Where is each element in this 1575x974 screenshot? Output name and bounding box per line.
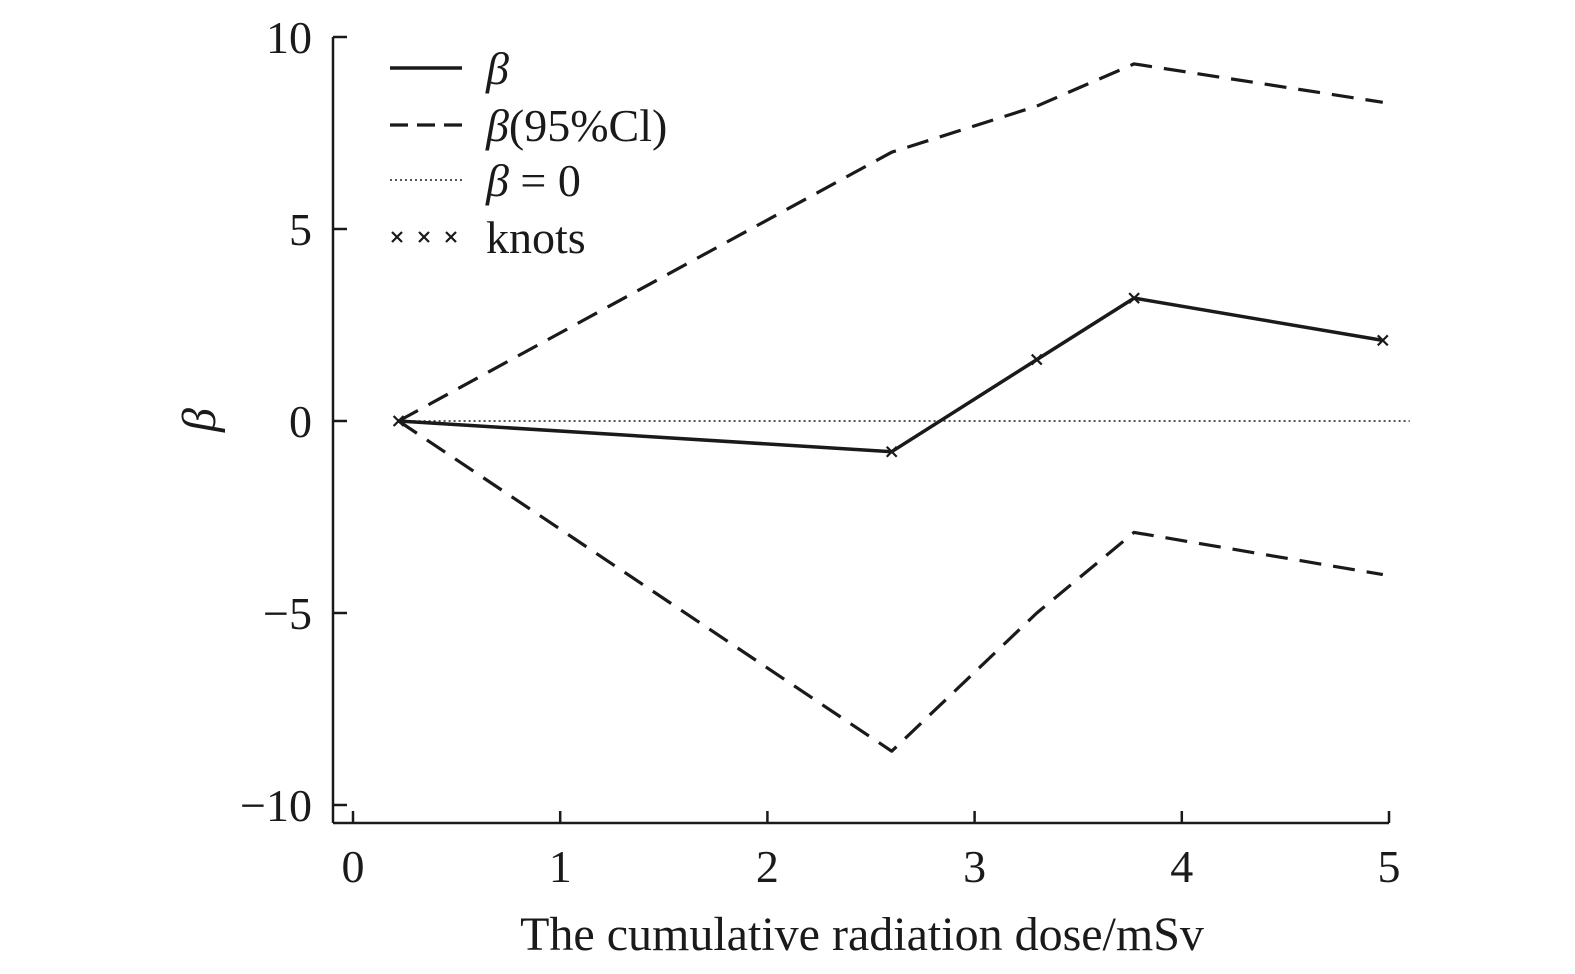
x-tick-label: 4 <box>1170 841 1193 892</box>
y-tick-label: −10 <box>240 780 312 831</box>
knot-marker <box>1030 353 1043 366</box>
knot-stroke <box>1030 353 1043 366</box>
ticks: 0 1 2 3 4 5 −10 −5 0 5 10 <box>240 12 1400 892</box>
legend-label: β(95%Cl) <box>485 100 667 151</box>
y-tick-label: −5 <box>263 588 312 639</box>
x-tick-label: 2 <box>756 841 779 892</box>
series-line-- <box>398 296 1384 454</box>
x-tick-label: 1 <box>549 841 572 892</box>
legend-item-beta: β <box>390 43 509 94</box>
x-tick-label: 5 <box>1378 841 1401 892</box>
axes <box>331 37 1389 825</box>
legend-label-symbol: β <box>485 43 509 94</box>
x-tick-label: 0 <box>342 841 365 892</box>
knot-stroke <box>885 445 898 458</box>
knots-layer <box>392 292 1389 458</box>
legend-item-knots: knots <box>391 212 586 263</box>
legend-label: β <box>485 43 509 94</box>
y-tick-label: 0 <box>289 396 312 447</box>
legend-item-zero: β = 0 <box>390 155 581 206</box>
legend-knot-marker <box>418 231 430 243</box>
legend-label-text: knots <box>486 212 586 263</box>
knot-stroke <box>392 415 405 427</box>
series-line--95-cl-lower <box>397 419 1384 753</box>
knot-marker <box>1128 292 1140 304</box>
x-axis-title: The cumulative radiation dose/mSv <box>520 908 1204 961</box>
legend-item-ci: β(95%Cl) <box>390 100 667 151</box>
legend-label-text: (95%Cl) <box>509 100 667 151</box>
legend-label-symbol: β <box>485 155 509 206</box>
y-tick-label: 5 <box>289 204 312 255</box>
legend-knot-marker <box>445 231 457 243</box>
y-axis-title: β <box>173 408 226 433</box>
y-tick-label: 10 <box>266 12 312 63</box>
series-line--95-cl-upper <box>397 62 1384 423</box>
legend-label: β = 0 <box>485 155 581 206</box>
legend-label-symbol: β <box>485 100 509 151</box>
legend-label-text: = 0 <box>509 155 581 206</box>
knot-marker <box>1377 334 1389 347</box>
legend-knot-marker <box>391 231 403 243</box>
legend-label: knots <box>486 212 586 263</box>
knot-stroke <box>1377 334 1389 347</box>
knot-marker <box>392 415 405 427</box>
knot-marker <box>885 445 898 458</box>
knot-stroke <box>1128 292 1140 304</box>
x-tick-label: 3 <box>963 841 986 892</box>
